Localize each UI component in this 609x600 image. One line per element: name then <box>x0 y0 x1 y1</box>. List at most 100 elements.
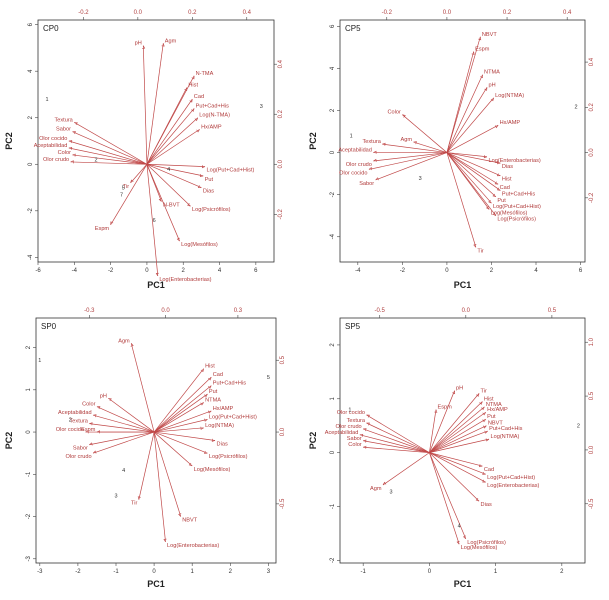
loading-arrow <box>110 164 148 225</box>
arrow-head <box>492 212 497 216</box>
top-tick-label: 0.0 <box>161 308 170 314</box>
arrow-head <box>74 122 78 126</box>
y-tick-label: 6 <box>28 22 34 26</box>
arrow-head <box>462 535 467 539</box>
arrow-head <box>413 141 417 145</box>
loading-arrow <box>146 98 193 165</box>
right-tick-label: 0.5 <box>280 355 286 364</box>
loading-label: NBVT <box>488 421 504 427</box>
x-tick-label: 2 <box>229 569 233 575</box>
loading-label: Espm <box>475 47 490 53</box>
arrow-head <box>207 410 212 414</box>
biplot-panel-sp0: -3 -2 -1 0 1 2 3 -3 -2 -1 0 1 2 -0.3 0.0 0.3 0.5 0.0 -0.5 P… <box>0 298 296 595</box>
loading-arrow <box>446 152 497 216</box>
loading-arrow <box>93 414 155 433</box>
loading-arrow <box>446 87 488 153</box>
loading-label: NBVT <box>482 32 498 38</box>
arrow-head <box>471 51 475 55</box>
y-axis-label: PC2 <box>308 432 318 450</box>
biplot-svg: -3 -2 -1 0 1 2 3 -3 -2 -1 0 1 2 -0.3 0.0 0.3 0.5 0.0 -0.5 P… <box>4 308 286 589</box>
observation-label: 2 <box>577 424 580 430</box>
loading-arrow <box>153 410 212 433</box>
loading-label: Agm <box>118 338 130 344</box>
top-tick-label: 0.0 <box>462 308 471 314</box>
arrow-head <box>479 401 483 405</box>
arrow-head <box>176 237 180 242</box>
loading-arrow <box>446 152 501 191</box>
observation-label: 3 <box>260 104 263 110</box>
loading-label: Color <box>348 442 362 448</box>
loading-arrow <box>429 452 486 475</box>
observation-label: 2 <box>95 158 98 164</box>
loading-arrow <box>359 434 430 453</box>
arrow-head <box>197 185 202 188</box>
arrow-head <box>483 425 487 429</box>
observation-label: 4 <box>167 167 170 173</box>
loading-arrow <box>146 164 191 207</box>
y-tick-label: 2 <box>26 345 32 349</box>
loading-arrow <box>72 131 148 165</box>
y-tick-label: -2 <box>28 207 34 213</box>
arrow-head <box>189 99 193 103</box>
top-tick-label: -0.2 <box>382 10 393 16</box>
loading-arrow <box>446 36 481 153</box>
loading-arrow <box>446 97 494 153</box>
loading-arrow <box>89 423 155 433</box>
loading-arrow <box>72 154 147 165</box>
loading-label: pH <box>456 386 463 392</box>
observation-label: 3 <box>419 176 422 182</box>
x-tick-label: -1 <box>361 569 367 575</box>
right-tick-label: 0.0 <box>278 159 284 168</box>
loading-label: Log(Enterobacterias) <box>487 483 539 489</box>
arrow-head <box>92 450 97 454</box>
observation-label: 1 <box>46 97 49 103</box>
loading-arrow <box>70 161 147 165</box>
loading-label: Aceptabilidad <box>325 430 359 436</box>
top-tick-label: 0.4 <box>243 10 252 16</box>
arrow-head <box>163 538 167 543</box>
arrow-head <box>208 377 212 381</box>
arrow-head <box>110 221 114 225</box>
x-tick-label: 4 <box>218 268 222 274</box>
loading-arrow <box>153 432 166 542</box>
arrow-head <box>191 75 195 80</box>
arrow-head <box>130 179 134 183</box>
right-tick-label: 0.2 <box>589 102 595 111</box>
loading-arrow <box>366 414 430 453</box>
loading-arrow <box>402 114 448 153</box>
loading-label: Agm <box>400 137 412 143</box>
loading-label: Textura <box>54 117 73 123</box>
arrow-head <box>204 393 208 398</box>
loading-label: Put+Cad+His <box>213 381 246 387</box>
loading-arrow <box>363 428 430 453</box>
loading-arrow <box>130 164 148 184</box>
right-tick-label: 0.0 <box>589 445 595 454</box>
right-tick-label: 0.0 <box>589 148 595 157</box>
loading-label: Log(Put+Cad+Hist) <box>487 475 535 481</box>
loading-label: Put+Cad+His <box>489 426 522 432</box>
loading-label: Log(Put+Cad+Hist) <box>209 414 257 420</box>
y-tick-label: -4 <box>330 233 336 239</box>
arrow-head <box>363 428 367 432</box>
loading-label: Log(Mesófilos) <box>491 210 528 216</box>
loading-label: NTMA <box>486 402 502 408</box>
loading-arrow <box>130 343 155 433</box>
loading-arrow <box>68 140 148 165</box>
y-tick-label: -1 <box>330 503 336 509</box>
y-tick-label: -2 <box>26 513 32 519</box>
loading-label: Tir <box>123 184 129 190</box>
loading-label: Hx/AMP <box>213 406 234 412</box>
arrow-head <box>484 87 488 91</box>
plot-frame <box>339 19 586 263</box>
arrow-head <box>96 430 100 434</box>
loading-label: Olor cocido <box>56 427 84 433</box>
observation-label: 1 <box>348 408 351 414</box>
y-tick-label: 2 <box>28 115 34 119</box>
y-tick-label: 2 <box>330 108 336 112</box>
loading-label: N-BVT <box>163 203 180 209</box>
observation-label: 5 <box>267 375 270 381</box>
loading-arrow <box>429 438 490 453</box>
arrow-head <box>368 167 373 171</box>
loading-arrow <box>413 141 448 153</box>
x-tick-label: 2 <box>490 268 494 274</box>
